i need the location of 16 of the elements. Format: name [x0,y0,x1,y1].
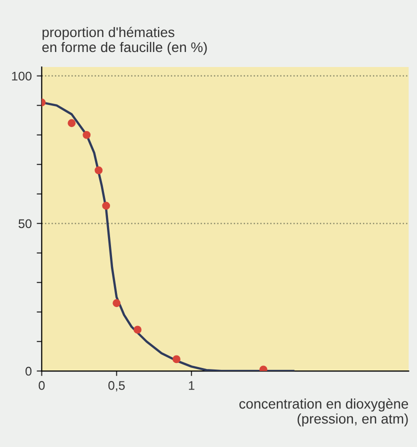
point [112,299,121,308]
point [259,366,268,372]
point [94,166,103,174]
point [172,355,180,364]
x-tick-label: 1 [188,381,194,390]
x-tick-label: 0,5 [108,381,125,392]
x-axis-title: concentration en dioxygène (pression, en atm) [239,398,408,426]
point [68,119,76,128]
x-tick-label: 0 [38,381,45,390]
y-tick-label: 100 [12,72,32,81]
y-axis-title: proportion d'hématies en forme de faucille (en %) [42,26,207,55]
point [82,130,91,139]
point [102,202,110,210]
y-tick-label: 0 [26,366,32,376]
point [134,326,142,334]
y-tick-label: 50 [18,219,32,228]
